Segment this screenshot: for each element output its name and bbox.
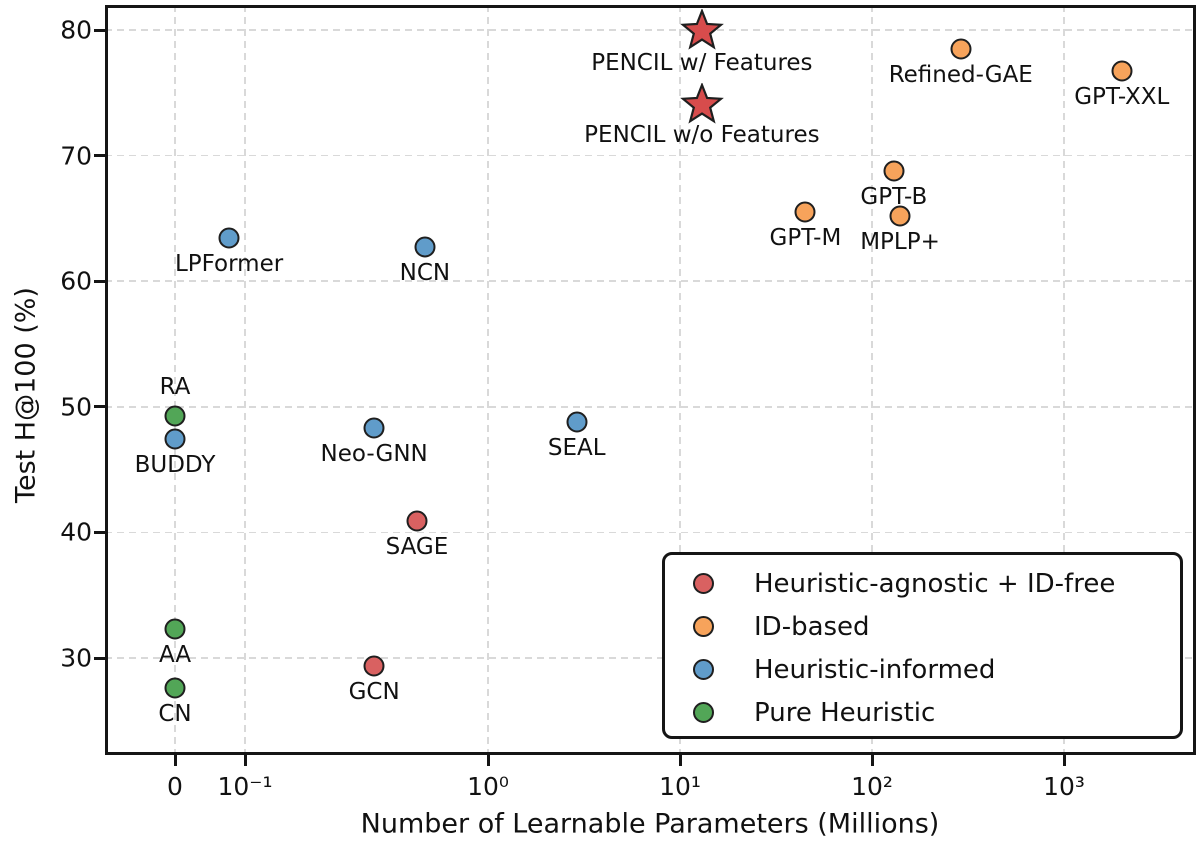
point-label-sage: SAGE bbox=[385, 534, 449, 561]
legend-label: Heuristic-informed bbox=[754, 654, 996, 685]
point-refined-gae bbox=[950, 38, 972, 60]
point-ncn bbox=[414, 236, 436, 258]
x-tick-label: 10¹ bbox=[659, 772, 701, 801]
legend-marker-icon bbox=[693, 702, 714, 723]
x-tick bbox=[173, 755, 177, 766]
y-gridline bbox=[105, 406, 1196, 408]
legend-marker-icon bbox=[693, 573, 714, 594]
x-tick bbox=[243, 755, 247, 766]
point-label-gcn: GCN bbox=[348, 678, 400, 705]
y-tick bbox=[94, 154, 105, 158]
y-tick-label: 50 bbox=[60, 392, 92, 422]
gridline-layer bbox=[105, 5, 1196, 755]
point-gpt-m bbox=[794, 201, 816, 223]
y-tick-label: 60 bbox=[60, 266, 92, 296]
y-tick-label: 80 bbox=[60, 15, 92, 45]
point-label-ra: RA bbox=[159, 373, 191, 400]
legend-label: Pure Heuristic bbox=[754, 697, 936, 728]
point-label-refined-gae: Refined-GAE bbox=[888, 61, 1033, 88]
x-tick-label: 10² bbox=[851, 772, 893, 801]
x-gridline bbox=[174, 5, 176, 755]
point-pencil-w-features bbox=[679, 7, 725, 57]
y-gridline bbox=[105, 657, 1196, 659]
point-seal bbox=[566, 411, 588, 433]
point-gcn bbox=[363, 655, 385, 677]
legend-label: ID-based bbox=[754, 611, 870, 642]
legend-item-heuristic-informed: Heuristic-informed bbox=[665, 648, 1180, 691]
x-axis-title: Number of Learnable Parameters (Millions… bbox=[360, 808, 940, 840]
point-label-pencil-w-features: PENCIL w/ Features bbox=[591, 49, 813, 76]
point-label-gpt-m: GPT-M bbox=[769, 225, 842, 252]
legend-item-id-based: ID-based bbox=[665, 605, 1180, 648]
point-label-lpformer: LPFormer bbox=[174, 251, 284, 278]
y-tick bbox=[94, 530, 105, 534]
point-label-neo-gnn: Neo-GNN bbox=[320, 441, 428, 468]
point-gpt-b bbox=[883, 160, 905, 182]
point-ra bbox=[164, 405, 186, 427]
point-label-seal: SEAL bbox=[547, 434, 606, 461]
y-tick-label: 70 bbox=[60, 141, 92, 171]
point-neo-gnn bbox=[363, 417, 385, 439]
x-gridline bbox=[487, 5, 489, 755]
x-gridline bbox=[244, 5, 246, 755]
x-gridline bbox=[871, 5, 873, 755]
point-pencil-w-o-features bbox=[679, 81, 725, 131]
y-tick bbox=[94, 656, 105, 660]
point-lpformer bbox=[218, 227, 240, 249]
y-tick-label: 30 bbox=[60, 643, 92, 673]
legend-item-pure-heuristic: Pure Heuristic bbox=[665, 691, 1180, 734]
point-cn bbox=[164, 677, 186, 699]
y-tick-label: 40 bbox=[60, 517, 92, 547]
point-label-mplp: MPLP+ bbox=[860, 228, 940, 255]
point-label-gpt-xxl: GPT-XXL bbox=[1074, 84, 1170, 111]
x-tick-label: 10³ bbox=[1043, 772, 1085, 801]
y-gridline bbox=[105, 531, 1196, 534]
point-label-gpt-b: GPT-B bbox=[860, 183, 928, 210]
x-tick bbox=[486, 755, 490, 766]
point-gpt-xxl bbox=[1111, 60, 1133, 82]
y-gridline bbox=[105, 154, 1196, 157]
point-buddy bbox=[164, 428, 186, 450]
point-sage bbox=[406, 510, 428, 532]
y-tick bbox=[94, 279, 105, 283]
legend: Heuristic-agnostic + ID-free ID-based Heur… bbox=[662, 552, 1183, 739]
legend-marker-icon bbox=[693, 659, 714, 680]
x-tick bbox=[1062, 755, 1066, 766]
y-gridline bbox=[105, 29, 1196, 31]
x-tick-label: 0 bbox=[167, 772, 183, 801]
point-label-aa: AA bbox=[158, 642, 192, 669]
x-tick bbox=[678, 755, 682, 766]
point-label-buddy: BUDDY bbox=[134, 452, 216, 479]
x-gridline bbox=[679, 5, 681, 755]
point-aa bbox=[164, 618, 186, 640]
y-tick bbox=[94, 405, 105, 409]
y-tick bbox=[94, 28, 105, 32]
legend-item-heuristic-agnostic-id-free: Heuristic-agnostic + ID-free bbox=[665, 562, 1180, 605]
x-gridline bbox=[1063, 5, 1065, 755]
y-gridline bbox=[105, 280, 1196, 282]
x-tick-label: 10⁰ bbox=[467, 772, 509, 801]
point-label-ncn: NCN bbox=[399, 260, 451, 287]
legend-marker-icon bbox=[693, 616, 714, 637]
point-label-pencil-w-o-features: PENCIL w/o Features bbox=[584, 121, 820, 148]
x-tick-label: 10⁻¹ bbox=[217, 772, 273, 801]
point-label-cn: CN bbox=[158, 701, 192, 728]
legend-label: Heuristic-agnostic + ID-free bbox=[754, 568, 1116, 599]
x-tick bbox=[870, 755, 874, 766]
point-mplp bbox=[889, 205, 911, 227]
